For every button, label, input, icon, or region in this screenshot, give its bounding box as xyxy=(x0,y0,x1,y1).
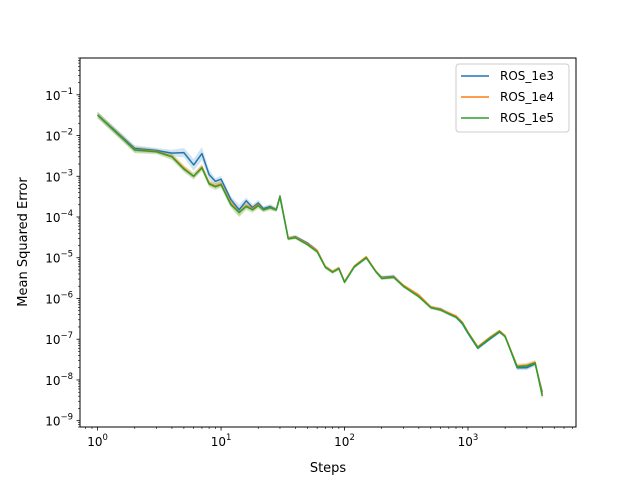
y-tick-label: 10−7 xyxy=(45,331,73,347)
y-tick-label: 10−8 xyxy=(45,372,73,388)
x-axis: 100 101 102 103 xyxy=(85,427,573,449)
legend-label: ROS_1e3 xyxy=(500,69,554,83)
legend-box xyxy=(455,63,570,133)
y-tick-label: 10−3 xyxy=(45,168,73,184)
y-tick-label: 10−9 xyxy=(45,413,73,429)
x-tick-label: 101 xyxy=(211,433,232,449)
y-tick-label: 10−6 xyxy=(45,290,73,306)
series-line-ROS_1e5 xyxy=(97,114,544,397)
y-tick-label: 10−4 xyxy=(45,209,73,225)
y-tick-label: 10−1 xyxy=(45,87,73,103)
x-tick-label: 102 xyxy=(334,433,355,449)
x-axis-label: Steps xyxy=(310,461,347,476)
legend: ROS_1e3 ROS_1e4 ROS_1e5 xyxy=(455,63,570,133)
legend-label: ROS_1e5 xyxy=(500,111,554,125)
y-axis-label: Mean Squared Error xyxy=(16,177,31,307)
plot-frame xyxy=(79,57,577,428)
x-tick-label: 100 xyxy=(87,433,108,449)
y-tick-label: 10−2 xyxy=(45,128,73,144)
legend-label: ROS_1e4 xyxy=(500,90,554,104)
y-axis: 10−9 10−8 10−7 10−6 10−5 10−4 10−3 10−2 10−1 xyxy=(45,57,80,429)
x-tick-label: 103 xyxy=(458,433,479,449)
series-lines xyxy=(97,114,544,397)
y-tick-label: 10−5 xyxy=(45,250,73,266)
